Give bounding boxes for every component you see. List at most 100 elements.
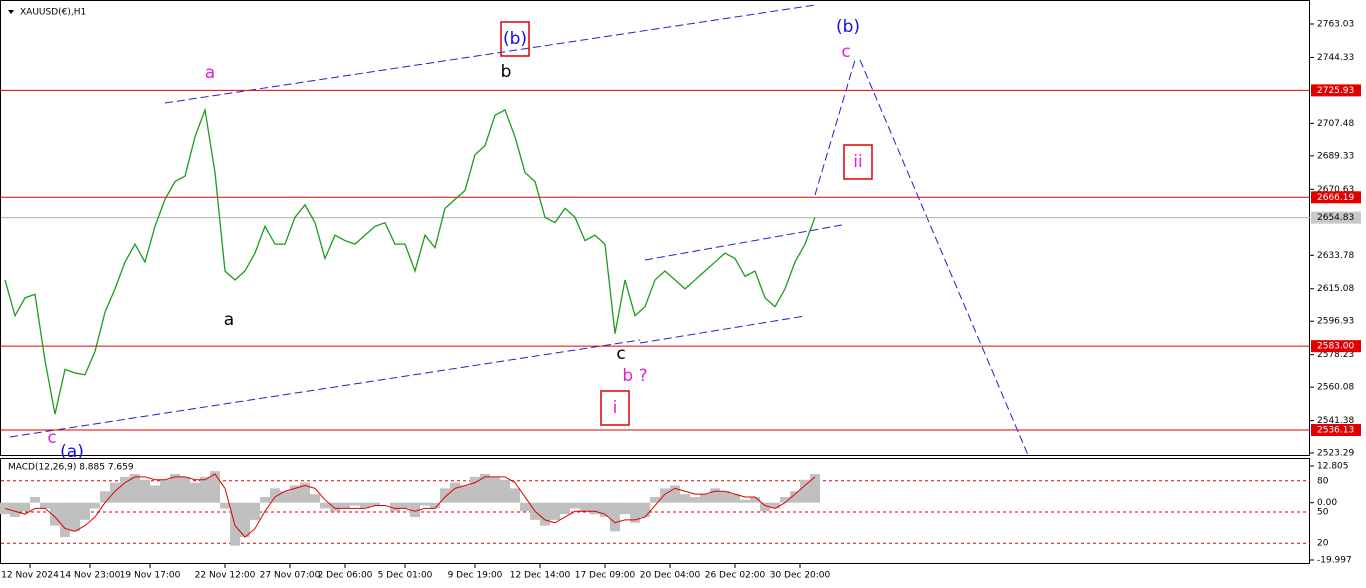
macd-bar — [340, 502, 350, 509]
level-label: 80 — [1317, 476, 1329, 486]
y-tick-label: 2763.03 — [1317, 20, 1354, 30]
wave-label: (a) — [60, 442, 84, 462]
x-tick-label: 26 Dec 02:00 — [705, 571, 766, 581]
y-tick-label: 2541.38 — [1317, 416, 1354, 426]
macd-bar — [290, 485, 300, 503]
y-tick-label: 2689.33 — [1317, 151, 1354, 161]
macd-bar — [50, 502, 60, 526]
wave-label: b — [501, 62, 512, 82]
level-label: 2583.00 — [1317, 342, 1354, 352]
wave-label: i — [613, 398, 618, 418]
x-tick-label: 30 Dec 20:00 — [770, 571, 831, 581]
y-tick-label: 2523.29 — [1317, 449, 1354, 459]
wave-label: c — [616, 344, 625, 364]
macd-bar — [130, 474, 140, 503]
trend-line — [9, 339, 641, 438]
macd-bar — [810, 474, 820, 503]
macd-bar — [330, 502, 340, 512]
annotation-box — [500, 21, 530, 57]
macd-bar — [500, 479, 510, 503]
macd-bar — [700, 494, 710, 503]
wave-label: ii — [853, 152, 862, 172]
last-price-label: 2654.83 — [1317, 213, 1354, 223]
macd-bar — [440, 488, 450, 503]
macd-bar — [90, 502, 100, 509]
level-label: 20 — [1317, 539, 1329, 549]
macd-bar — [170, 474, 180, 503]
wave-label: (b) — [503, 29, 527, 49]
macd-bar — [320, 502, 330, 509]
level-label: 50 — [1317, 508, 1329, 518]
y-tick-label: 2615.08 — [1317, 284, 1354, 294]
x-tick-label: 9 Dec 19:00 — [448, 571, 503, 581]
x-tick-label: 19 Nov 17:00 — [120, 571, 181, 581]
macd-title: MACD(12,26,9) 8.885 7.659 — [8, 463, 134, 473]
y-tick-label: 2707.48 — [1317, 119, 1354, 129]
macd-bar — [550, 502, 560, 520]
macd-bar — [60, 502, 70, 538]
macd-bar — [20, 502, 30, 512]
y-tick-label: 2744.33 — [1317, 53, 1354, 63]
macd-bar — [570, 502, 580, 509]
price-line — [4, 107, 816, 415]
trend-lines — [9, 4, 1029, 456]
macd-bar — [420, 502, 430, 506]
macd-bar — [190, 482, 200, 503]
macd-bar — [480, 474, 490, 503]
last-price-box — [1311, 211, 1361, 224]
macd-bar — [220, 502, 230, 509]
macd-bar — [630, 502, 640, 523]
y-tick-label: 2633.78 — [1317, 251, 1354, 261]
macd-bar — [790, 491, 800, 503]
macd-bar — [370, 502, 380, 506]
y-tick-label: -19.997 — [1317, 556, 1352, 566]
macd-bar — [280, 491, 290, 503]
macd-bar — [770, 502, 780, 509]
trend-line — [639, 315, 806, 344]
macd-bar — [540, 502, 550, 526]
macd-bar — [460, 485, 470, 503]
macd-bar — [600, 502, 610, 518]
x-tick-label: 14 Nov 23:00 — [60, 571, 121, 581]
macd-bar — [430, 502, 440, 509]
macd-bar — [160, 479, 170, 503]
macd-bar — [470, 476, 480, 503]
annotation-box — [843, 144, 873, 180]
macd-bar — [660, 488, 670, 503]
macd-bar — [0, 502, 10, 515]
y-tick-label: 2578.23 — [1317, 350, 1354, 360]
trend-line — [644, 224, 843, 261]
trend-line — [164, 4, 816, 104]
macd-bar — [690, 496, 700, 503]
macd-bar — [580, 502, 590, 512]
macd-bar — [200, 476, 210, 503]
macd-frame — [0, 458, 1310, 564]
macd-bar — [800, 479, 810, 503]
menu-arrow — [8, 10, 14, 14]
macd-bar — [670, 485, 680, 503]
macd-bar — [490, 476, 500, 503]
wave-label: b ? — [622, 366, 647, 386]
macd-bar — [100, 491, 110, 503]
wave-label: (b) — [836, 17, 860, 37]
macd-bar — [70, 502, 80, 532]
x-tick-label: 2 Dec 06:00 — [318, 571, 373, 581]
x-tick-label: 5 Dec 01:00 — [378, 571, 433, 581]
macd-bar — [180, 476, 190, 503]
y-tick-label: 2560.08 — [1317, 383, 1354, 393]
level-label-box — [1311, 340, 1361, 353]
macd-bar — [120, 476, 130, 503]
macd-bar — [640, 502, 650, 518]
annotation-box — [600, 390, 630, 426]
projection-line — [859, 59, 1029, 456]
level-label-box — [1311, 84, 1361, 97]
macd-bar — [510, 488, 520, 503]
level-label: 2536.13 — [1317, 426, 1354, 436]
wave-label: a — [205, 63, 215, 83]
macd-bar — [760, 502, 770, 512]
wave-label: a — [224, 310, 234, 330]
projection-line — [814, 59, 856, 196]
level-label: 2666.19 — [1317, 193, 1354, 203]
level-label-box — [1311, 191, 1361, 204]
